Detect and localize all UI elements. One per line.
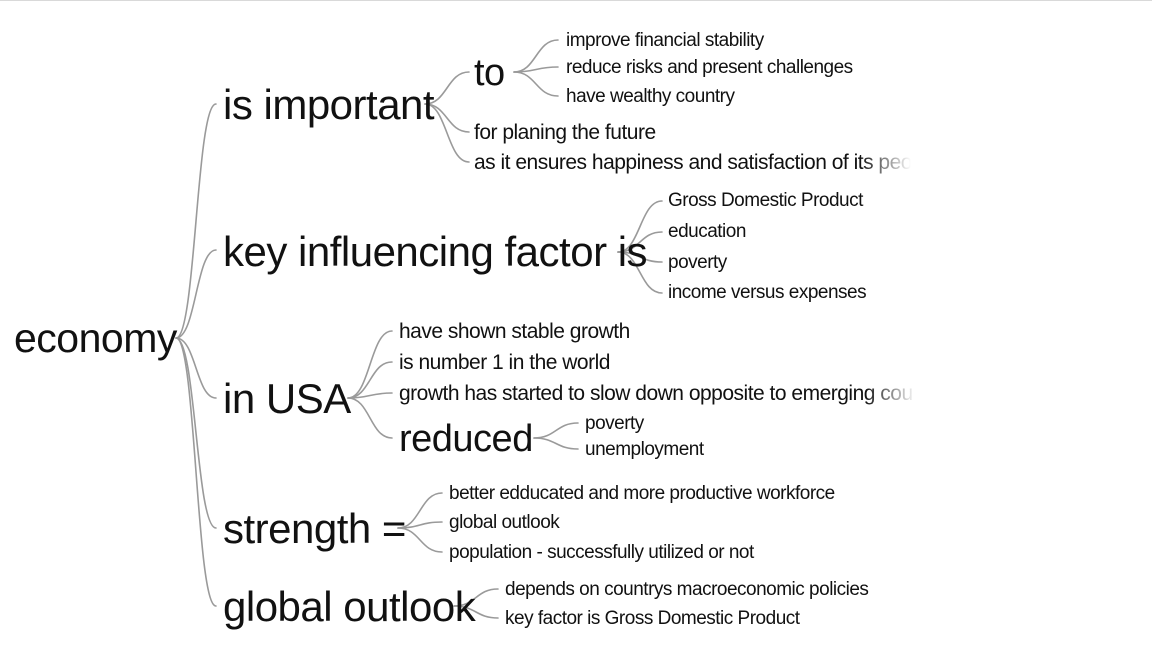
edge-usa-stable (347, 330, 393, 399)
leaf-poverty[interactable]: poverty (668, 252, 727, 273)
leaf-happiness-satisfaction[interactable]: as it ensures happiness and satisfaction… (474, 151, 912, 174)
edge-root-important (175, 103, 217, 339)
root-node[interactable]: economy (14, 315, 177, 361)
truncation-fade (860, 150, 920, 180)
edge-important-to (424, 71, 470, 105)
branch-key-influencing-factor[interactable]: key influencing factor is (223, 228, 648, 275)
edge-root-usa (175, 337, 217, 399)
branch-is-important[interactable]: is important (223, 81, 435, 128)
edge-to-reduce (513, 66, 559, 73)
edge-to-wealthy (513, 71, 559, 97)
top-border (0, 0, 1152, 1)
leaf-workforce[interactable]: better edducated and more productive wor… (449, 483, 835, 504)
leaf-stable-growth[interactable]: have shown stable growth (399, 320, 630, 343)
edge-root-strength (175, 337, 217, 529)
edge-reduced-poverty (533, 422, 579, 439)
branch-strength[interactable]: strength = (223, 505, 406, 552)
leaf-reduced-unemployment[interactable]: unemployment (585, 439, 704, 460)
leaf-planing-future[interactable]: for planing the future (474, 121, 656, 144)
edge-reduced-unemployment (533, 437, 579, 450)
branch-in-usa[interactable]: in USA (223, 375, 351, 422)
edge-root-factor (175, 249, 217, 339)
node-to[interactable]: to (474, 52, 505, 94)
leaf-reduced-poverty[interactable]: poverty (585, 413, 644, 434)
leaf-macroeconomic-policies[interactable]: depends on countrys macroeconomic polici… (505, 579, 869, 600)
leaf-population[interactable]: population - successfully utilized or no… (449, 542, 754, 563)
node-reduced[interactable]: reduced (399, 418, 533, 460)
leaf-education[interactable]: education (668, 221, 746, 242)
edge-strength-population (397, 527, 443, 553)
leaf-strength-global-outlook[interactable]: global outlook (449, 512, 560, 533)
leaf-reduce-risks[interactable]: reduce risks and present challenges (566, 57, 853, 78)
leaf-income-expenses[interactable]: income versus expenses (668, 282, 867, 303)
leaf-key-factor-gdp[interactable]: key factor is Gross Domestic Product (505, 608, 800, 629)
edge-factor-education (617, 231, 663, 253)
edge-outlook-gdp (453, 605, 499, 619)
edge-root-outlook (175, 337, 217, 607)
truncation-fade (865, 381, 925, 411)
edge-important-ensures (424, 103, 470, 163)
edge-factor-gdp (617, 200, 663, 253)
edge-factor-income (617, 251, 663, 294)
edge-usa-slow (347, 392, 393, 399)
edge-strength-workforce (397, 492, 443, 529)
leaf-growth-slow-down[interactable]: growth has started to slow down opposite… (399, 382, 913, 405)
branch-global-outlook[interactable]: global outlook (223, 583, 476, 630)
edge-usa-reduced (347, 397, 393, 439)
leaf-number-1[interactable]: is number 1 in the world (399, 351, 610, 374)
leaf-gdp[interactable]: Gross Domestic Product (668, 190, 863, 211)
leaf-wealthy-country[interactable]: have wealthy country (566, 86, 735, 107)
leaf-improve-financial-stability[interactable]: improve financial stability (566, 30, 764, 51)
edge-usa-number1 (347, 361, 393, 399)
